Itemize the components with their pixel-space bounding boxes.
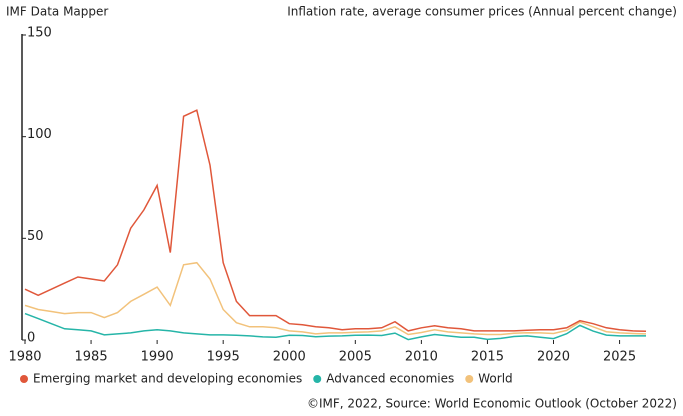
legend-marker: [20, 375, 28, 383]
y-tick-label: 0: [27, 331, 35, 346]
legend-marker: [465, 375, 474, 383]
x-tick-label: 2010: [405, 350, 438, 365]
source-label: IMF Data Mapper: [6, 5, 108, 19]
legend-label: Advanced economies: [326, 372, 454, 386]
chart-title: Inflation rate, average consumer prices …: [287, 5, 677, 19]
line: [24, 312, 646, 341]
x-tick-label: 1990: [141, 350, 174, 365]
x-tick-label: 1985: [75, 350, 108, 365]
x-tick-label: 2020: [537, 350, 570, 365]
x-tick-label: 2015: [471, 350, 504, 365]
footer: ©IMF, 2022, Source: World Economic Outlo…: [307, 397, 677, 411]
line: [24, 109, 647, 333]
y-tick-label: 100: [27, 127, 52, 142]
x-tick-label: 2005: [339, 350, 372, 365]
legend-marker: [313, 375, 322, 383]
y-tick-label: 150: [27, 26, 52, 41]
legend-label: World: [478, 372, 512, 386]
y-tick-label: 50: [27, 229, 44, 244]
x-tick-label: 2000: [273, 350, 306, 365]
line: [24, 261, 647, 336]
x-tick-label: 1995: [207, 350, 240, 365]
legend-label: Emerging market and developing economies: [33, 372, 302, 386]
x-tick-label: 1980: [8, 350, 41, 365]
x-tick-label: 2025: [603, 350, 636, 365]
